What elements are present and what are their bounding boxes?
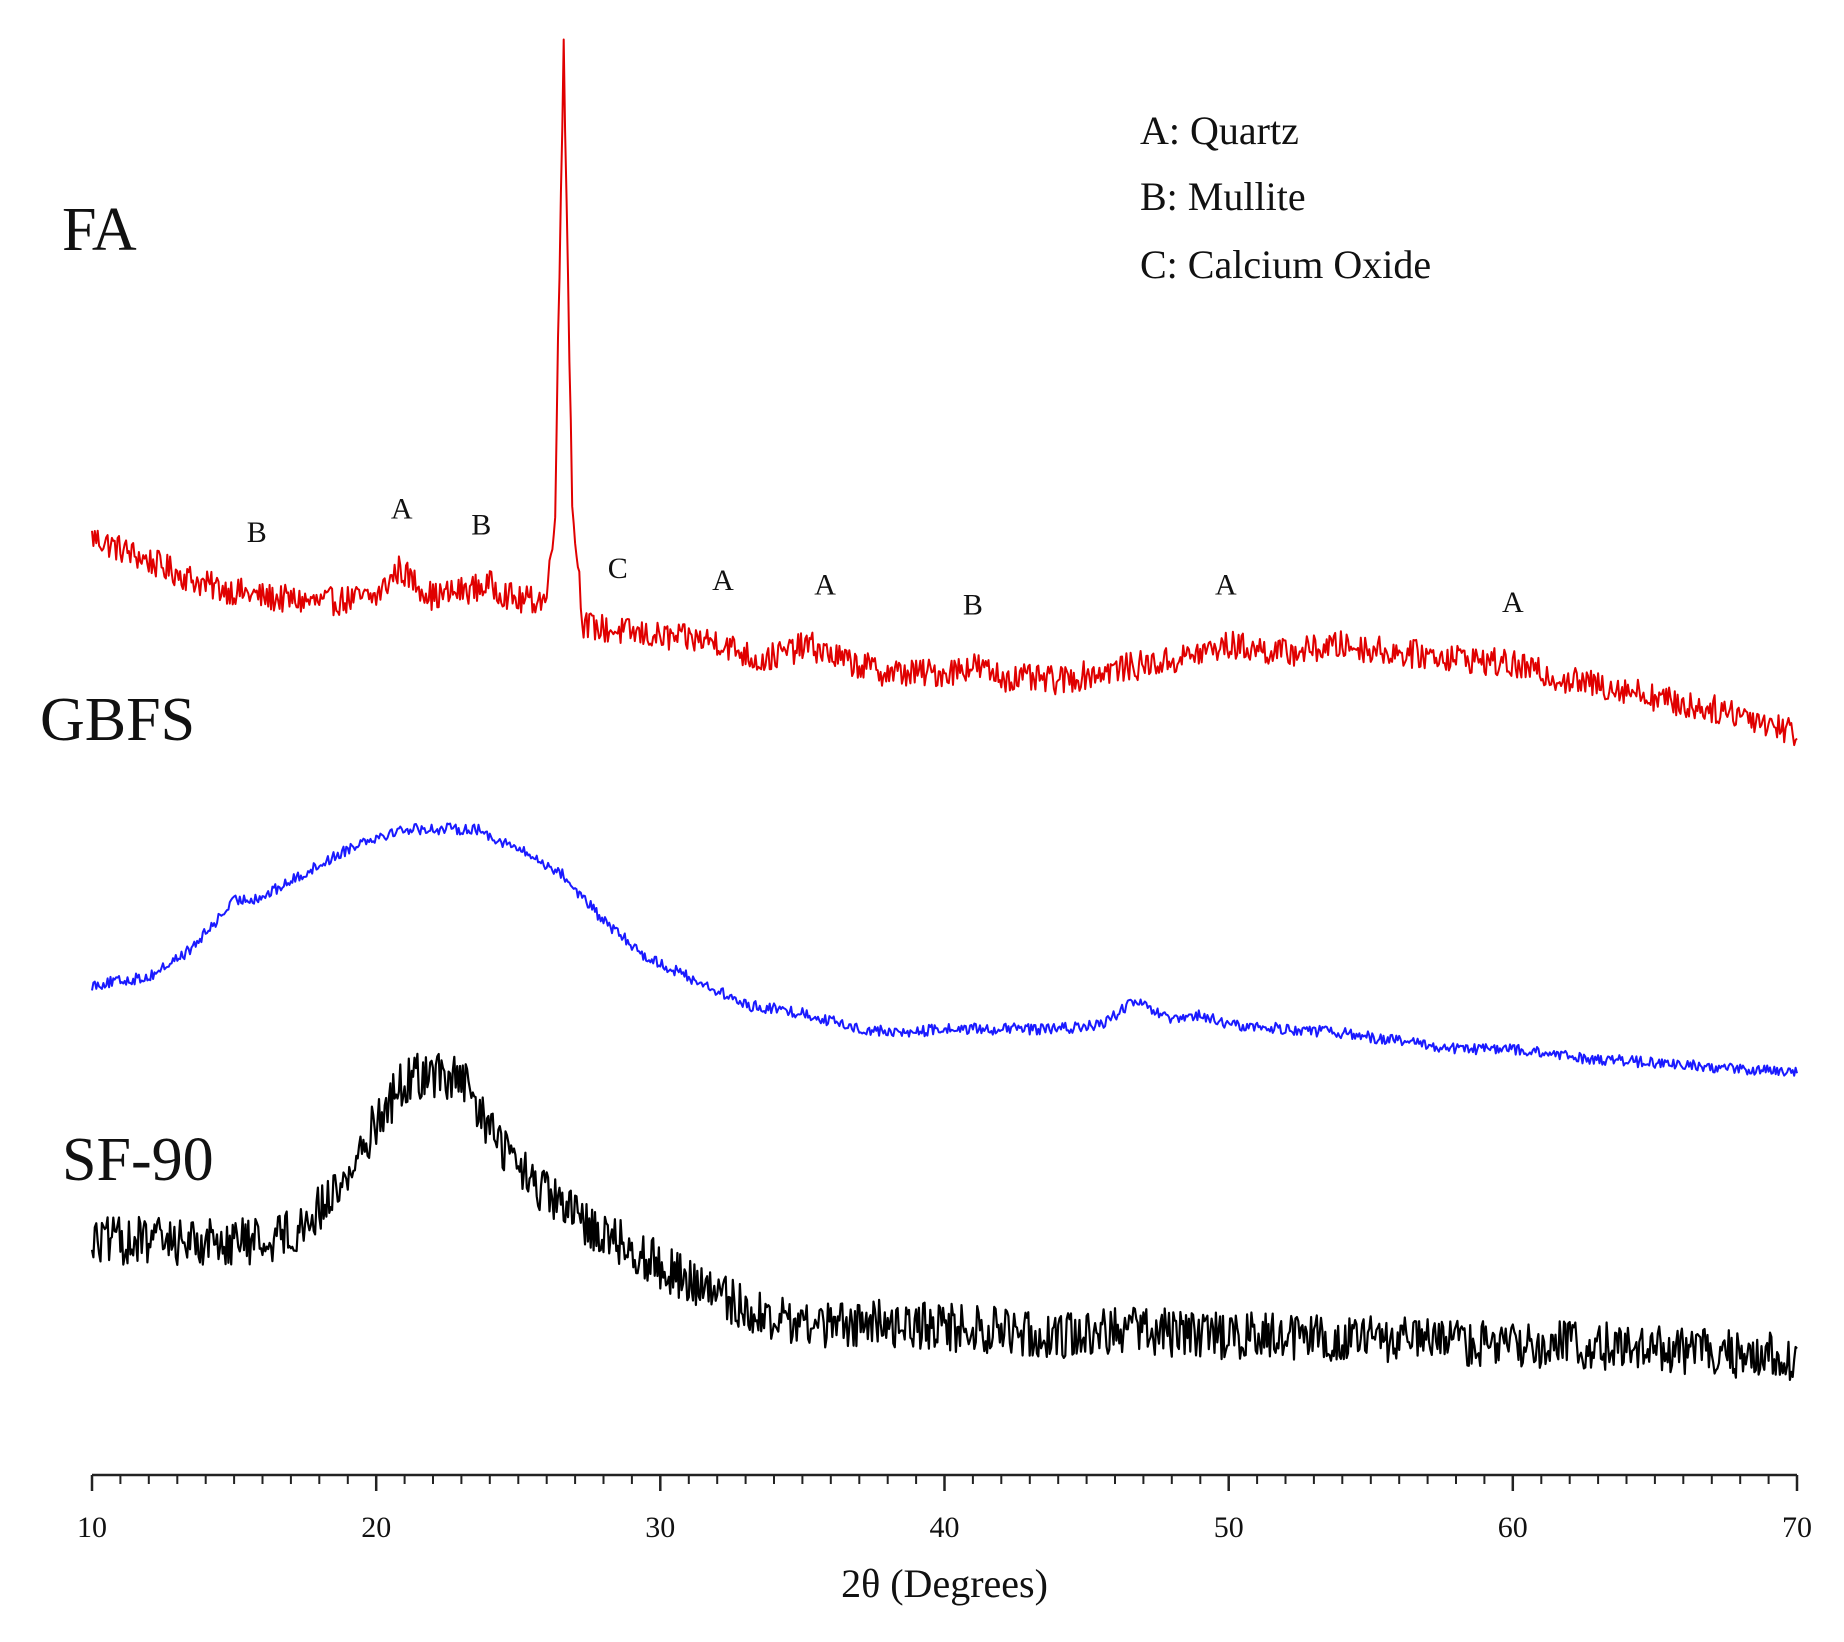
peak-label-b-1: B [247, 516, 267, 549]
legend-entry-quartz: A: Quartz [1140, 108, 1299, 153]
x-axis-title: 2θ (Degrees) [841, 1561, 1048, 1606]
peak-label-a-8: A [1215, 569, 1237, 602]
peak-label-a-9: A [1502, 586, 1524, 619]
x-tick-label-20: 20 [361, 1511, 391, 1544]
peak-label-a-5: A [712, 564, 734, 597]
series-label-gbfs: GBFS [40, 686, 195, 754]
x-tick-label-70: 70 [1782, 1511, 1812, 1544]
series-line-gbfs [91, 822, 1798, 1077]
x-tick-label-40: 40 [930, 1511, 960, 1544]
x-axis: 10 20 30 40 50 60 70 2θ (Degrees) [77, 1473, 1812, 1606]
series-line-sf-90 [90, 1052, 1798, 1381]
label-layer: FAABABCAABAAGBFSSF-90 [40, 196, 1524, 1194]
legend-entry-mullite: B: Mullite [1140, 174, 1306, 219]
peak-label-c-4: C [608, 552, 628, 585]
x-tick-label-60: 60 [1498, 1511, 1528, 1544]
series-label-fa: FA [62, 196, 137, 264]
x-tick-label-30: 30 [645, 1511, 675, 1544]
peak-label-b-7: B [963, 589, 983, 622]
peak-label-b-3: B [471, 509, 491, 542]
legend-entry-calcium-oxide: C: Calcium Oxide [1140, 242, 1431, 287]
x-ticks: 10 20 30 40 50 60 70 [77, 1475, 1812, 1544]
x-tick-label-50: 50 [1214, 1511, 1244, 1544]
legend: A: Quartz B: Mullite C: Calcium Oxide [1140, 108, 1431, 287]
series-line-fa [91, 38, 1798, 747]
peak-label-a-2: A [391, 493, 413, 526]
series-layer [90, 38, 1798, 1381]
x-tick-label-10: 10 [77, 1511, 107, 1544]
peak-label-a-6: A [814, 569, 836, 602]
series-label-sf-90: SF-90 [62, 1126, 214, 1194]
